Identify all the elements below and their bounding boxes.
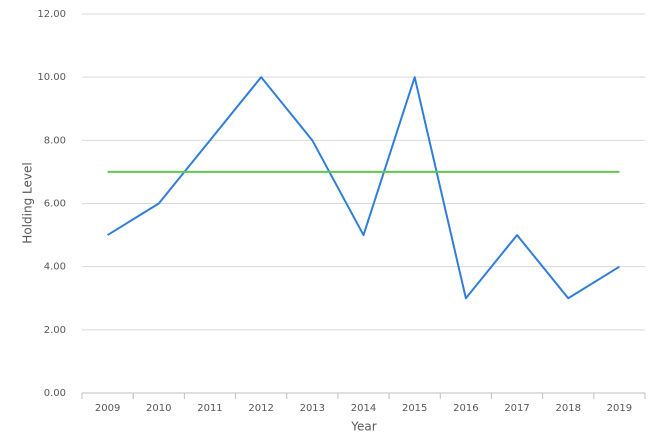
x-tick-label: 2011 [197,403,222,414]
x-tick-label: 2012 [248,403,273,414]
y-tick-label: 10.00 [37,72,66,83]
y-tick-label: 2.00 [44,325,66,336]
y-tick-label: 12.00 [37,9,66,20]
x-tick-label: 2009 [95,403,120,414]
y-tick-label: 8.00 [44,135,66,146]
y-tick-label: 6.00 [44,199,66,210]
x-tick-label: 2015 [402,403,427,414]
x-tick-label: 2016 [453,403,478,414]
x-tick-label: 2014 [351,403,376,414]
y-tick-label: 4.00 [44,262,66,273]
x-tick-label: 2019 [607,403,632,414]
line-series [107,76,620,300]
x-tick-label: 2010 [146,403,171,414]
x-tick-label: 2013 [300,403,325,414]
x-axis-label: Year [350,420,376,434]
y-axis-label: Holding Level [21,162,35,243]
x-tick-label: 2018 [556,403,581,414]
x-tick-label: 2017 [504,403,529,414]
y-tick-label: 0.00 [44,388,66,399]
